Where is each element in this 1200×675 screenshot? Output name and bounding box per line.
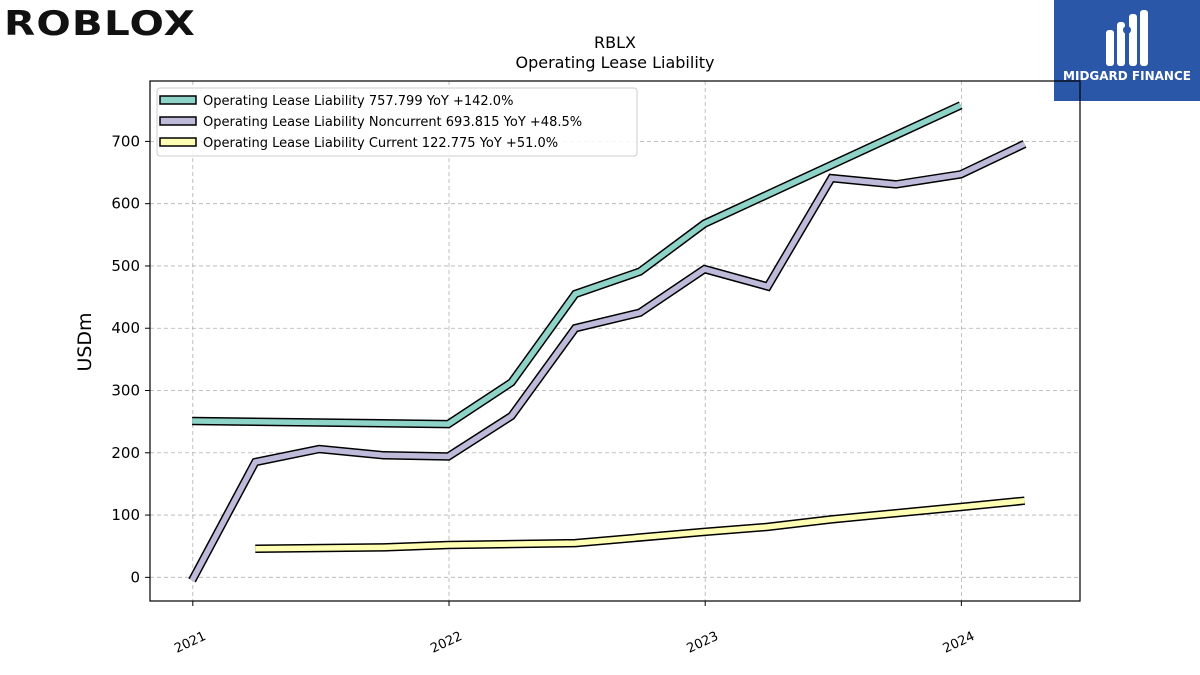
x-tick-label: 2021 xyxy=(172,629,208,657)
legend-swatch xyxy=(159,95,197,105)
x-tick-label: 2022 xyxy=(428,629,464,657)
legend-swatch xyxy=(159,116,197,126)
x-axis: 2021 2022 2023 2024 xyxy=(172,601,977,657)
legend-entry: Operating Lease Liability Current 122.77… xyxy=(203,136,558,151)
roblox-logo: ROBLOX xyxy=(4,4,196,40)
x-tick-label: 2023 xyxy=(685,629,721,657)
y-tick-label: 200 xyxy=(111,444,140,462)
series-line xyxy=(192,102,962,427)
series-line-outline xyxy=(255,496,1026,553)
y-axis: 0 100 200 300 400 500 600 700 xyxy=(111,132,150,586)
y-tick-label: 100 xyxy=(111,506,140,524)
y-tick-label: 500 xyxy=(111,257,140,275)
series-1 xyxy=(192,101,963,429)
chart-title: RBLX xyxy=(594,33,636,52)
x-tick-label: 2024 xyxy=(941,629,977,657)
legend-swatch xyxy=(159,137,197,147)
legend-entry: Operating Lease Liability 757.799 YoY +1… xyxy=(203,94,513,109)
chart-subtitle: Operating Lease Liability xyxy=(515,53,714,72)
y-axis-label: USDm xyxy=(74,312,96,371)
y-tick-label: 700 xyxy=(111,132,140,150)
y-tick-label: 300 xyxy=(111,382,140,400)
series-line xyxy=(189,141,1026,582)
grid-lines xyxy=(150,81,1080,601)
midgard-mark-icon xyxy=(1106,10,1148,66)
series-3 xyxy=(255,496,1026,553)
series-layer xyxy=(188,101,1027,583)
y-tick-label: 600 xyxy=(111,195,140,213)
midgard-finance-logo: MIDGARD FINANCE xyxy=(1054,0,1200,101)
y-tick-label: 400 xyxy=(111,319,140,337)
legend: Operating Lease Liability 757.799 YoY +1… xyxy=(156,87,638,157)
legend-entry: Operating Lease Liability Noncurrent 693… xyxy=(203,115,582,130)
midgard-brand-name: MIDGARD FINANCE xyxy=(1063,69,1191,83)
series-2 xyxy=(188,140,1027,583)
series-line xyxy=(255,497,1025,552)
legend-box xyxy=(156,87,638,157)
svg-text:ROBLOX: ROBLOX xyxy=(4,4,196,40)
plot-frame xyxy=(149,80,1081,602)
y-tick-label: 0 xyxy=(130,568,140,586)
